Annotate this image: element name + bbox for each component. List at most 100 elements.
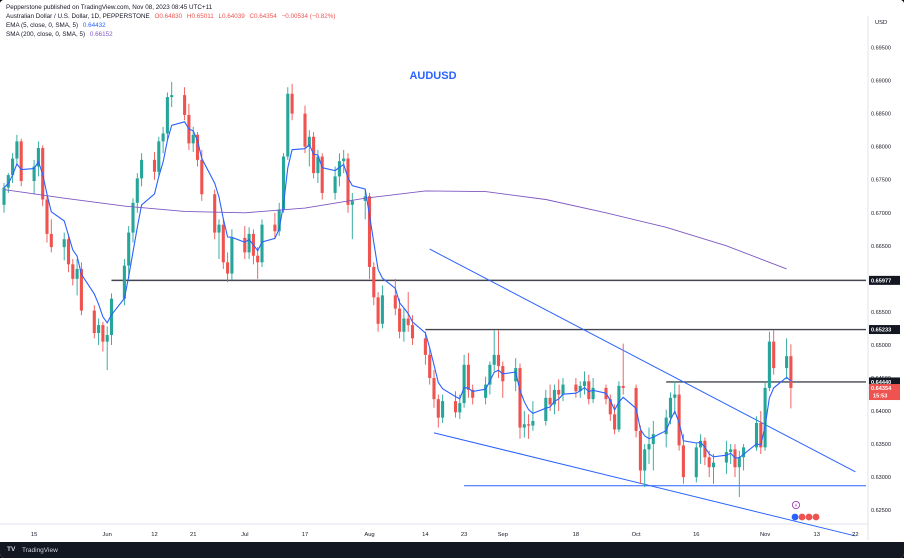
- candle[interactable]: [66, 233, 71, 273]
- candle[interactable]: [101, 321, 105, 352]
- candle[interactable]: [75, 259, 79, 296]
- candle[interactable]: [367, 192, 372, 279]
- candle[interactable]: [423, 331, 427, 365]
- candle[interactable]: [608, 394, 612, 421]
- candle[interactable]: [36, 141, 40, 177]
- candle[interactable]: [157, 136, 161, 177]
- candle[interactable]: [527, 414, 531, 439]
- candle[interactable]: [183, 87, 187, 121]
- candle[interactable]: [32, 159, 36, 195]
- candle[interactable]: [372, 262, 376, 306]
- candle[interactable]: [582, 371, 587, 395]
- candle[interactable]: [15, 134, 19, 166]
- candle[interactable]: [312, 132, 316, 179]
- candle[interactable]: [195, 132, 200, 167]
- candle[interactable]: [217, 219, 221, 260]
- candle[interactable]: [79, 262, 83, 316]
- candle[interactable]: [140, 153, 144, 187]
- candle[interactable]: [462, 354, 466, 408]
- candle[interactable]: [587, 374, 591, 405]
- candle[interactable]: [402, 308, 406, 342]
- candle[interactable]: [638, 425, 642, 484]
- candle[interactable]: [226, 252, 230, 283]
- candle[interactable]: [707, 450, 711, 478]
- candle[interactable]: [380, 285, 384, 329]
- candle[interactable]: [514, 358, 518, 392]
- candle[interactable]: [105, 326, 109, 371]
- candle[interactable]: [152, 151, 157, 180]
- candle[interactable]: [453, 391, 458, 418]
- candle[interactable]: [557, 379, 561, 412]
- flag-icon[interactable]: [791, 513, 799, 521]
- candle[interactable]: [92, 305, 96, 339]
- candle[interactable]: [518, 363, 522, 439]
- candle[interactable]: [724, 440, 728, 474]
- candle[interactable]: [49, 219, 53, 253]
- candle[interactable]: [742, 444, 746, 471]
- candle[interactable]: [737, 450, 741, 497]
- candle[interactable]: [303, 105, 307, 154]
- candle[interactable]: [651, 420, 655, 471]
- candle[interactable]: [273, 212, 277, 240]
- flag-icon[interactable]: [805, 513, 813, 521]
- candle[interactable]: [165, 92, 169, 141]
- candle[interactable]: [247, 227, 251, 260]
- candle[interactable]: [19, 138, 23, 187]
- candle[interactable]: [346, 153, 350, 213]
- candle[interactable]: [466, 352, 470, 398]
- candle[interactable]: [286, 87, 290, 160]
- candle[interactable]: [428, 348, 432, 385]
- candle[interactable]: [97, 318, 101, 345]
- candle[interactable]: [789, 344, 793, 409]
- candle[interactable]: [170, 81, 174, 108]
- candle[interactable]: [492, 330, 496, 372]
- ema-legend[interactable]: EMA (5, close, 0, SMA, 5) 0.64432: [6, 22, 109, 29]
- candle[interactable]: [131, 198, 135, 243]
- candle[interactable]: [441, 394, 445, 423]
- candle[interactable]: [694, 442, 698, 483]
- trend-line[interactable]: [429, 248, 856, 473]
- candle[interactable]: [488, 361, 492, 395]
- candle[interactable]: [785, 338, 789, 380]
- candle[interactable]: [699, 434, 703, 464]
- candle[interactable]: [617, 381, 621, 433]
- candle[interactable]: [307, 130, 311, 167]
- candle[interactable]: [398, 298, 402, 339]
- flag-icon[interactable]: [812, 513, 820, 521]
- flag-icon[interactable]: [798, 513, 806, 521]
- candle[interactable]: [337, 153, 341, 187]
- candle[interactable]: [664, 409, 668, 448]
- candle[interactable]: [754, 416, 759, 451]
- candle[interactable]: [406, 292, 410, 332]
- candle[interactable]: [127, 225, 131, 279]
- candle[interactable]: [531, 401, 535, 431]
- candle[interactable]: [484, 376, 488, 405]
- candle[interactable]: [277, 202, 281, 236]
- candle[interactable]: [109, 293, 114, 345]
- candle[interactable]: [342, 149, 346, 174]
- candle[interactable]: [561, 377, 565, 402]
- candle[interactable]: [221, 219, 225, 269]
- lightning-icon[interactable]: [792, 500, 801, 509]
- candle[interactable]: [11, 153, 15, 184]
- tradingview-brand[interactable]: TradingView: [22, 547, 58, 554]
- candle[interactable]: [703, 437, 707, 466]
- candle[interactable]: [2, 183, 6, 213]
- candle[interactable]: [432, 370, 436, 408]
- candle[interactable]: [471, 384, 475, 405]
- candle[interactable]: [290, 83, 294, 121]
- candle[interactable]: [578, 381, 582, 398]
- candle[interactable]: [376, 292, 380, 332]
- candle[interactable]: [256, 247, 260, 279]
- candle[interactable]: [643, 444, 647, 488]
- candle[interactable]: [393, 278, 397, 316]
- candle[interactable]: [213, 189, 217, 240]
- sma-legend[interactable]: SMA (200, close, 0, SMA, 5) 0.66152: [6, 31, 116, 38]
- candle[interactable]: [759, 411, 763, 454]
- candle[interactable]: [767, 331, 771, 392]
- event-markers[interactable]: ⚡: [791, 500, 820, 521]
- candle[interactable]: [552, 384, 556, 415]
- candle[interactable]: [71, 259, 75, 286]
- candle[interactable]: [763, 381, 767, 451]
